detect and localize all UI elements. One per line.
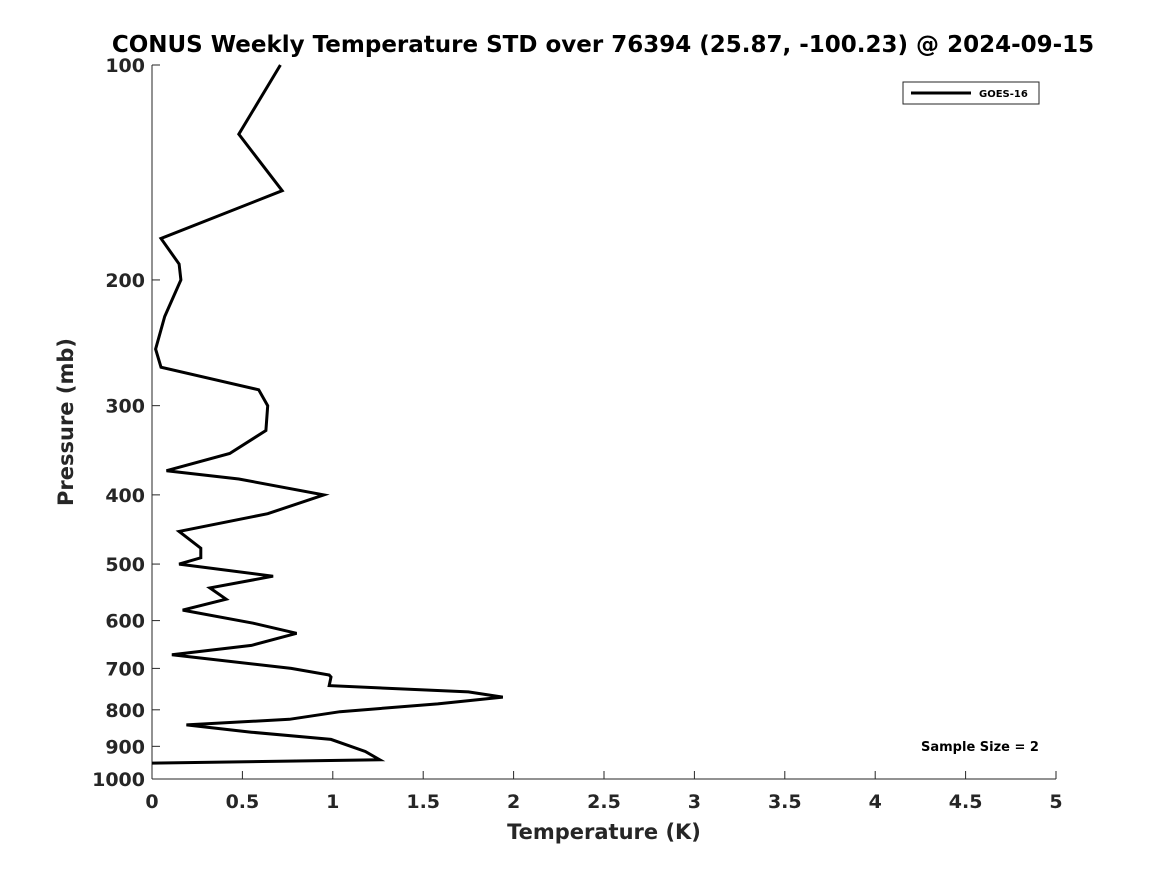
series-line-goes-16 <box>151 64 504 765</box>
y-tick-label: 900 <box>105 736 145 758</box>
legend: GOES-16 <box>902 81 1040 105</box>
x-tick-label: 5 <box>1049 791 1062 813</box>
y-tick-label: 600 <box>105 611 145 633</box>
x-tick-label: 2 <box>507 791 520 813</box>
plot-area <box>151 65 1056 780</box>
x-tick-label: 4 <box>869 791 882 813</box>
series-layer <box>151 64 504 765</box>
y-ticks: 100 200 300 400 500 600 700 800 900 1000 <box>92 55 160 791</box>
x-axis-label: Temperature (K) <box>507 820 701 844</box>
y-axis-label: Pressure (mb) <box>54 338 78 506</box>
y-tick-label: 800 <box>105 700 145 722</box>
y-tick-label: 700 <box>105 658 145 680</box>
x-ticks: 0 0.5 1 1.5 2 2.5 3 3.5 4 4.5 5 <box>145 771 1063 813</box>
x-tick-label: 3 <box>688 791 701 813</box>
sample-size-annotation: Sample Size = 2 <box>921 740 1039 755</box>
x-tick-label: 2.5 <box>587 791 621 813</box>
x-tick-label: 4.5 <box>949 791 983 813</box>
legend-label-goes-16: GOES-16 <box>979 89 1028 100</box>
y-tick-label: 1000 <box>92 769 145 791</box>
y-tick-label: 400 <box>105 485 145 507</box>
chart-title: CONUS Weekly Temperature STD over 76394 … <box>112 32 1094 58</box>
x-tick-label: 1.5 <box>406 791 440 813</box>
y-tick-label: 200 <box>105 270 145 292</box>
x-tick-label: 0 <box>145 791 158 813</box>
y-tick-label: 300 <box>105 396 145 418</box>
x-tick-label: 0.5 <box>226 791 260 813</box>
x-tick-label: 1 <box>326 791 339 813</box>
x-tick-label: 3.5 <box>768 791 802 813</box>
y-tick-label: 500 <box>105 554 145 576</box>
y-tick-label: 100 <box>105 55 145 77</box>
